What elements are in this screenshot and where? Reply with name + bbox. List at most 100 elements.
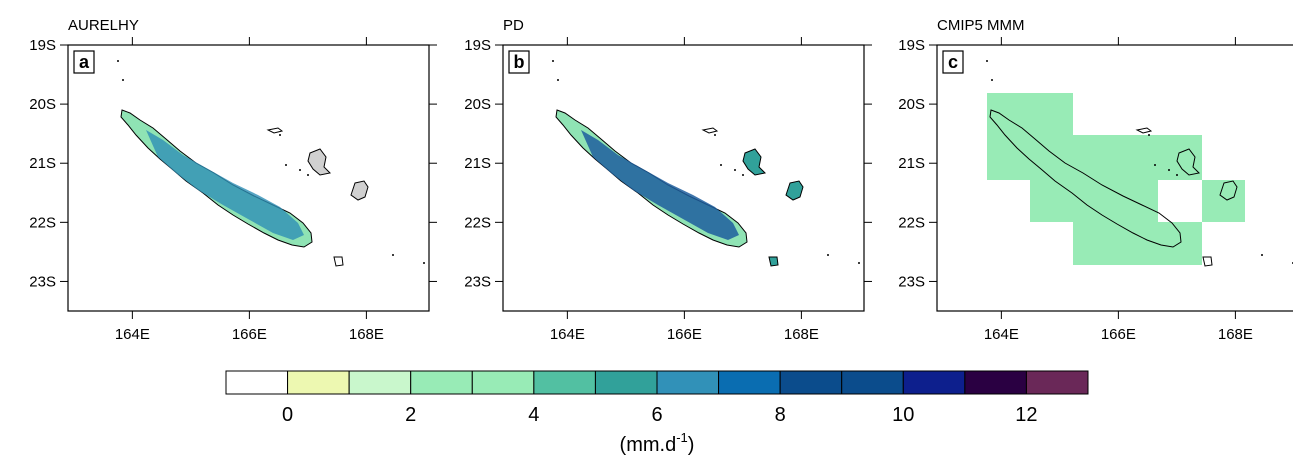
islet (117, 60, 119, 62)
colorbar-box (656, 370, 720, 395)
colorbar-box (533, 370, 596, 395)
islet (734, 169, 736, 171)
island-ouvea (266, 127, 284, 134)
y-tick-label: 21S (464, 155, 491, 172)
island-ouvea (1135, 127, 1153, 134)
panel-title: PD (503, 17, 524, 34)
y-tick-label: 22S (29, 214, 56, 231)
map-background (68, 45, 429, 311)
y-tick-label: 19S (898, 37, 925, 54)
islet (714, 134, 716, 136)
island-pines (1202, 256, 1213, 267)
y-tick-label: 22S (898, 214, 925, 231)
y-tick-label: 21S (898, 155, 925, 172)
islet (1154, 164, 1156, 166)
panel-letter: a (79, 52, 90, 72)
map-panel: PD b 19S 20S 21S 22S 23S 164E 166E 168E (464, 17, 872, 343)
panel-letter: c (948, 52, 958, 72)
colorbar-label: 8 (775, 404, 786, 426)
colorbar-box (594, 370, 658, 395)
colorbar-box (964, 370, 1027, 395)
colorbar-box (348, 370, 412, 395)
colorbar-label: 2 (405, 404, 416, 426)
colorbar-label: 0 (282, 404, 293, 426)
map-body (937, 45, 1293, 311)
map-panel: AURELHY a 19S 20S 21S 22S 23S 164E 166E 168E (29, 17, 437, 343)
x-tick-label: 168E (784, 326, 819, 343)
x-tick-label: 164E (115, 326, 150, 343)
panel-letter-box (508, 50, 530, 74)
islet (285, 164, 287, 166)
island-mare (1219, 180, 1238, 201)
x-tick-label: 168E (349, 326, 384, 343)
model-grid-cell (987, 135, 1158, 180)
islet (552, 60, 554, 62)
rain-core (146, 130, 304, 240)
unit-text: (mm.d (620, 434, 677, 456)
panel-title: AURELHY (68, 17, 139, 34)
colorbar-box (779, 370, 843, 395)
y-tick-label: 20S (29, 96, 56, 113)
colorbar-box (1025, 370, 1089, 395)
islet (720, 164, 722, 166)
colorbar-box (287, 370, 350, 395)
y-tick-label: 21S (29, 155, 56, 172)
panel-letter-box (942, 50, 964, 74)
map-frame (502, 44, 865, 312)
colorbar-label: 6 (651, 404, 662, 426)
islet (392, 254, 394, 256)
colorbar-unit: (mm.d-1) (620, 430, 695, 456)
colorbar-label: 4 (528, 404, 539, 426)
colorbar-box (471, 370, 535, 395)
panel-letter: b (514, 52, 525, 72)
islet (1168, 169, 1170, 171)
islet (557, 79, 559, 81)
colorbar-label: 12 (1015, 404, 1037, 426)
y-tick-label: 23S (898, 273, 925, 290)
colorbar-box (841, 370, 904, 395)
island-lifou (742, 148, 767, 176)
islet (1261, 254, 1263, 256)
colorbar-box (718, 370, 781, 395)
island-pines (333, 256, 344, 267)
unit-text: ) (688, 434, 695, 456)
islet (1148, 134, 1150, 136)
islet (742, 174, 744, 176)
y-tick-label: 20S (464, 96, 491, 113)
y-tick-label: 22S (464, 214, 491, 231)
colorbar-box (410, 370, 473, 395)
map-background (503, 45, 864, 311)
islet (299, 169, 301, 171)
islet (423, 262, 425, 264)
panel-title: CMIP5 MMM (937, 17, 1025, 34)
panel-letter-box (73, 50, 95, 74)
y-tick-label: 23S (464, 273, 491, 290)
x-tick-label: 166E (1101, 326, 1136, 343)
model-grid-cell (1202, 180, 1245, 222)
island-lifou (307, 148, 332, 176)
colorbar-label: 10 (892, 404, 914, 426)
model-grid-cell (1073, 222, 1202, 265)
island-grande-terre (989, 109, 1182, 248)
island-lifou (1176, 148, 1201, 176)
islet (307, 174, 309, 176)
island-mare (350, 180, 369, 201)
islet (827, 254, 829, 256)
map-body (503, 45, 864, 311)
islet (122, 79, 124, 81)
y-tick-label: 20S (898, 96, 925, 113)
colorbar-box (225, 370, 289, 395)
x-tick-label: 166E (667, 326, 702, 343)
y-tick-label: 19S (464, 37, 491, 54)
colorbar-box (902, 370, 966, 395)
x-tick-label: 164E (984, 326, 1019, 343)
islet (986, 60, 988, 62)
map-frame (936, 44, 1293, 312)
y-tick-label: 23S (29, 273, 56, 290)
islet (279, 134, 281, 136)
y-tick-label: 19S (29, 37, 56, 54)
map-body (68, 45, 429, 311)
rain-core (581, 130, 739, 240)
